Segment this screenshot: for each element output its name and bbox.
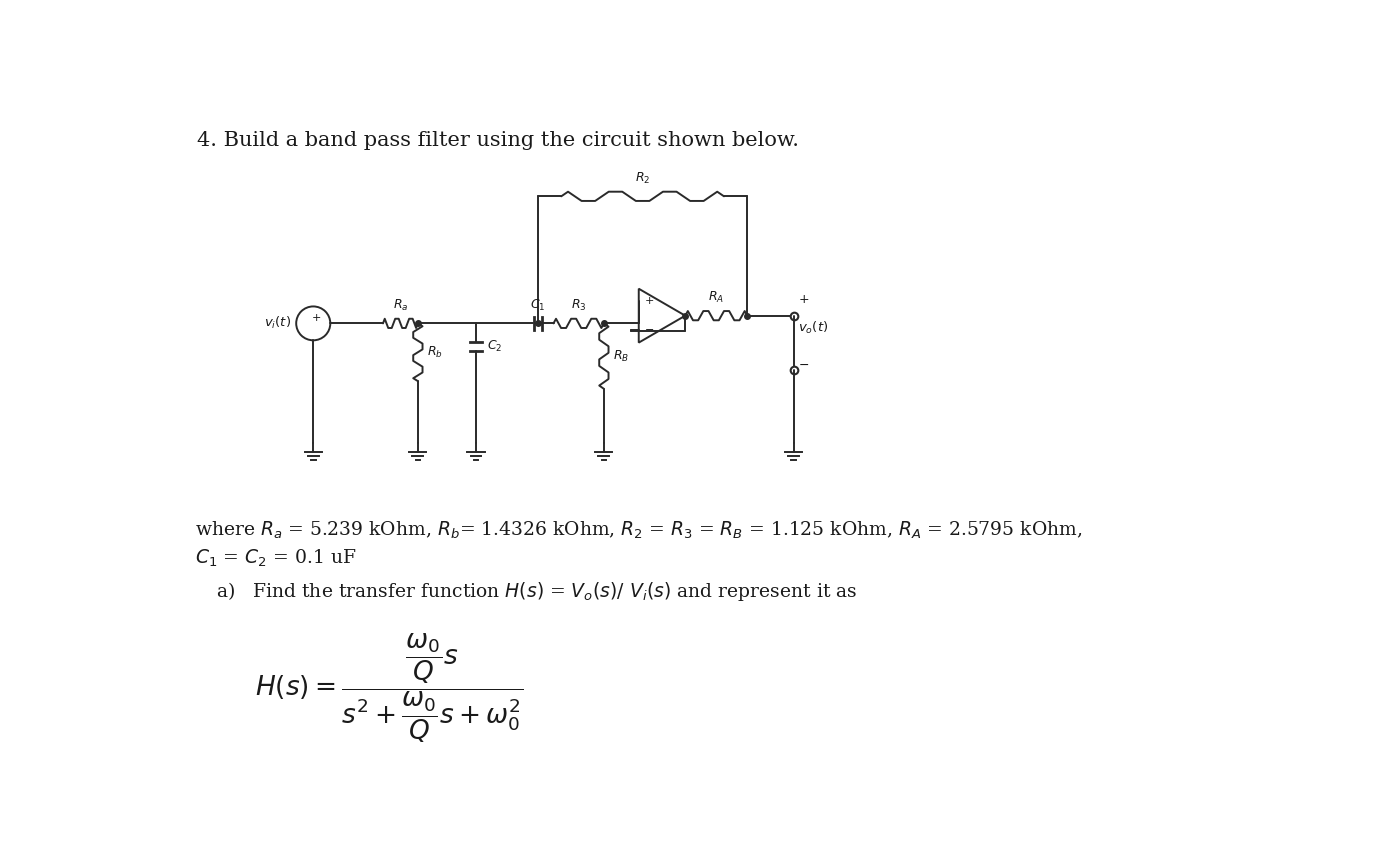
Text: $R_b$: $R_b$ xyxy=(427,345,443,359)
Text: $C_1$ = $C_2$ = 0.1 uF: $C_1$ = $C_2$ = 0.1 uF xyxy=(196,547,357,569)
Text: $v_o(t)$: $v_o(t)$ xyxy=(798,320,828,336)
Text: $R_a$: $R_a$ xyxy=(393,298,409,313)
Text: $C_1$: $C_1$ xyxy=(530,298,546,313)
Text: −: − xyxy=(645,326,655,335)
Text: $R_2$: $R_2$ xyxy=(635,171,651,185)
Text: $R_A$: $R_A$ xyxy=(709,290,724,305)
Text: $v_i(t)$: $v_i(t)$ xyxy=(264,315,292,332)
Text: where $R_a$ = 5.239 kOhm, $R_b$= 1.4326 kOhm, $R_2$ = $R_3$ = $R_B$ = 1.125 kOhm: where $R_a$ = 5.239 kOhm, $R_b$= 1.4326 … xyxy=(196,520,1083,541)
Text: −: − xyxy=(798,359,809,372)
Text: a)   Find the transfer function $H(s)$ = $V_o(s)/\ V_i(s)$ and represent it as: a) Find the transfer function $H(s)$ = $… xyxy=(217,579,858,603)
Text: +: + xyxy=(645,296,655,306)
Text: $C_2$: $C_2$ xyxy=(486,339,502,354)
Text: $R_B$: $R_B$ xyxy=(613,348,630,364)
Text: 4. Build a band pass filter using the circuit shown below.: 4. Build a band pass filter using the ci… xyxy=(197,131,799,150)
Text: $R_3$: $R_3$ xyxy=(571,298,587,313)
Text: +: + xyxy=(798,294,809,307)
Text: $H(s) = \dfrac{\dfrac{\omega_0}{Q}s}{s^2 + \dfrac{\omega_0}{Q}s + \omega_0^2}$: $H(s) = \dfrac{\dfrac{\omega_0}{Q}s}{s^2… xyxy=(256,631,523,745)
Text: +: + xyxy=(311,313,321,323)
